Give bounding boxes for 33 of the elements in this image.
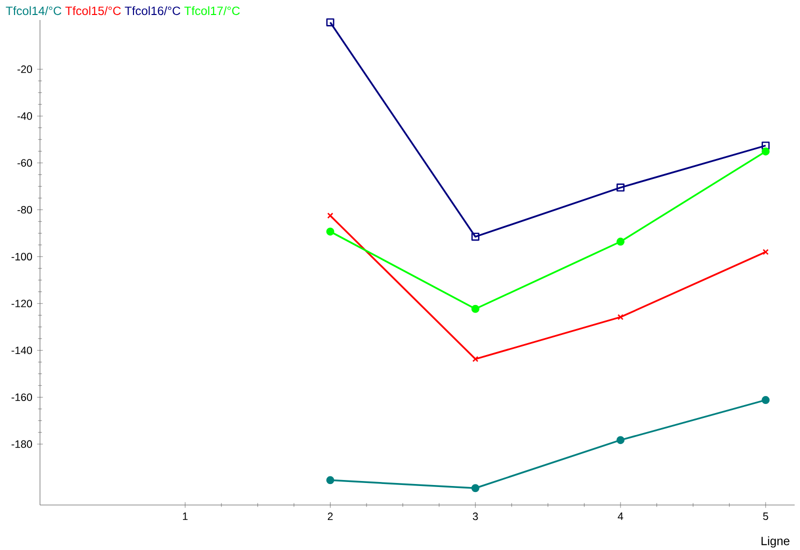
y-tick-label: -180: [12, 440, 32, 448]
y-tick-label: -40: [18, 112, 32, 120]
y-tick-label: -160: [12, 393, 32, 401]
point: [762, 396, 770, 404]
point: [617, 314, 624, 320]
y-tick-label: -140: [12, 346, 32, 354]
point: [471, 232, 480, 241]
x-tick-label: 4: [618, 512, 624, 520]
x-tick-label: 3: [472, 512, 478, 520]
y-tick-label: -120: [12, 300, 32, 308]
text: Tfcol14/°C: [6, 6, 62, 16]
point: [326, 18, 334, 26]
y-tick-label: -20: [18, 65, 32, 73]
x-tick-label: 1: [182, 512, 188, 520]
x-tick-label: 5: [763, 512, 768, 520]
text: Tfcol17/°C: [184, 6, 240, 16]
x-tick-label: 2: [328, 512, 333, 520]
point: [471, 484, 480, 492]
point: [326, 476, 334, 484]
point: [762, 142, 770, 150]
text: Tfcol16/°C: [124, 6, 180, 16]
text: Tfcol15/°C: [65, 6, 121, 16]
x-axis-title: Ligne: [762, 536, 790, 548]
point: [471, 304, 480, 313]
point: [616, 184, 625, 192]
y-tick-label: -100: [12, 252, 32, 260]
point: [616, 436, 625, 444]
point: [326, 228, 334, 236]
point: [762, 147, 770, 156]
point: [472, 356, 478, 362]
y-tick-label: -60: [18, 159, 32, 167]
point: [616, 238, 625, 246]
y-tick-label: -80: [18, 206, 32, 214]
